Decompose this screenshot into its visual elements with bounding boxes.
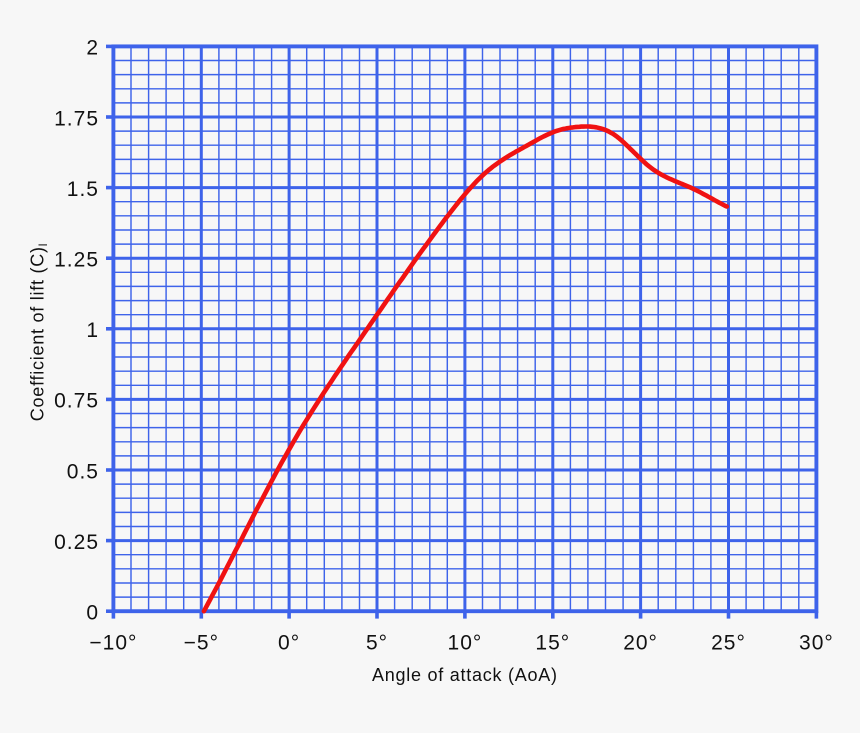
svg-text:0°: 0° bbox=[278, 631, 300, 654]
svg-text:25°: 25° bbox=[711, 631, 746, 654]
svg-text:0.75: 0.75 bbox=[54, 390, 99, 413]
svg-text:1.75: 1.75 bbox=[54, 107, 99, 130]
svg-text:10°: 10° bbox=[448, 631, 483, 654]
svg-text:0.5: 0.5 bbox=[67, 460, 99, 483]
svg-text:−5°: −5° bbox=[184, 631, 219, 654]
svg-text:5°: 5° bbox=[366, 631, 388, 654]
svg-text:−10°: −10° bbox=[89, 631, 137, 654]
svg-text:1.25: 1.25 bbox=[54, 249, 99, 272]
svg-text:Angle of attack (AoA): Angle of attack (AoA) bbox=[372, 665, 558, 685]
svg-text:30°: 30° bbox=[799, 631, 834, 654]
svg-text:Coefficient of lift (C)l: Coefficient of lift (C)l bbox=[28, 243, 51, 421]
svg-text:1: 1 bbox=[86, 319, 99, 342]
svg-text:15°: 15° bbox=[535, 631, 570, 654]
svg-text:0.25: 0.25 bbox=[54, 531, 99, 554]
svg-text:20°: 20° bbox=[623, 631, 658, 654]
svg-text:1.5: 1.5 bbox=[67, 178, 99, 201]
svg-text:2: 2 bbox=[86, 37, 99, 60]
svg-text:0: 0 bbox=[86, 602, 99, 625]
